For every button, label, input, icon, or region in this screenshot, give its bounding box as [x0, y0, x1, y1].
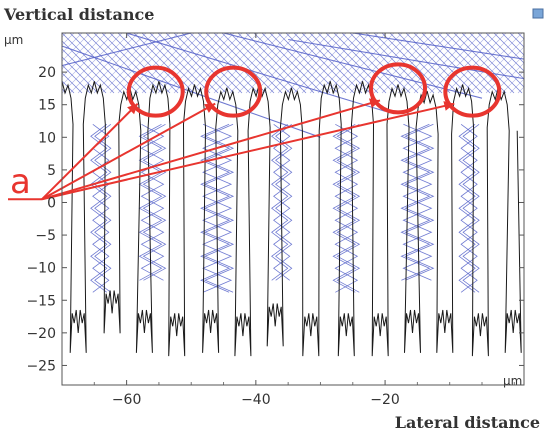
- y-axis-unit: µm: [4, 33, 23, 47]
- ray-line: [517, 86, 524, 94]
- x-tick-label: −40: [241, 392, 271, 408]
- x-axis-unit: µm: [503, 374, 522, 388]
- ray-line: [493, 33, 524, 64]
- y-tick-label: 20: [38, 65, 56, 81]
- peak-highlights: [126, 62, 502, 118]
- y-tick-label: 0: [47, 195, 56, 211]
- annotation-label: a: [10, 162, 31, 202]
- peak-highlight-circle: [126, 65, 185, 118]
- annotation-arrowhead: [127, 103, 138, 115]
- ray-zigzag: [202, 123, 233, 293]
- x-axis-ticks: −60 −40 −20: [61, 33, 515, 408]
- ray-line: [501, 33, 524, 56]
- x-axis-title: Lateral distance: [395, 413, 540, 432]
- annotation-arrow: [41, 102, 455, 201]
- annotation-arrow: [41, 102, 216, 201]
- ray-zigzag: [460, 123, 478, 293]
- ray-zigzag: [142, 123, 167, 281]
- ray-zigzag: [275, 123, 293, 281]
- peak-highlight-circle: [443, 65, 502, 118]
- x-tick-label: −60: [112, 392, 142, 408]
- ray-line: [501, 70, 524, 94]
- plot-frame: [61, 32, 525, 386]
- ray-line: [509, 33, 524, 48]
- ray-line: [493, 62, 524, 94]
- ray-traces: [0, 33, 550, 293]
- y-axis-title: Vertical distance: [3, 5, 154, 24]
- annotation-arrowhead: [443, 101, 455, 111]
- options-icon[interactable]: [532, 8, 544, 19]
- ray-zigzag: [204, 123, 235, 293]
- ray-zigzag: [271, 123, 289, 281]
- ray-line: [126, 33, 386, 112]
- ray-line: [542, 33, 550, 93]
- ray-line: [62, 33, 192, 67]
- y-tick-label: 10: [38, 130, 56, 146]
- ray-line: [534, 33, 550, 93]
- y-tick-label: −25: [26, 358, 56, 374]
- ray-line: [517, 33, 524, 40]
- y-axis-ticks: 20 15 10 5 0 −5 −10 −15 −20 −25: [26, 65, 524, 374]
- peak-highlight-circle: [369, 62, 427, 115]
- ray-line: [526, 33, 550, 93]
- ray-line: [526, 33, 550, 93]
- ray-line: [542, 33, 550, 93]
- ray-line: [0, 33, 2, 93]
- surface-profile-line: [62, 81, 522, 357]
- annotation-arrow: [41, 99, 381, 201]
- y-tick-label: −15: [26, 293, 56, 309]
- ray-zigzag: [458, 123, 476, 293]
- ray-line: [509, 78, 524, 94]
- ray-line: [534, 33, 550, 93]
- ray-line: [352, 33, 524, 60]
- ray-zigzag: [138, 123, 163, 281]
- ray-line: [223, 33, 483, 99]
- ray-zigzag: [92, 123, 110, 293]
- ray-zigzag: [404, 123, 435, 281]
- y-tick-label: −10: [26, 261, 56, 277]
- y-tick-label: 15: [38, 98, 56, 114]
- ray-zigzag: [140, 123, 165, 281]
- x-tick-label: −20: [370, 392, 400, 408]
- annotation-arrowhead: [204, 103, 216, 113]
- ray-zigzag: [200, 123, 231, 293]
- ray-zigzag: [90, 123, 108, 293]
- y-tick-label: 5: [47, 163, 56, 179]
- ray-zigzag: [334, 123, 359, 293]
- annotation-arrowhead: [369, 98, 380, 108]
- peak-highlight-circle: [204, 65, 263, 118]
- ray-zigzag: [332, 123, 357, 293]
- ray-line: [0, 33, 2, 93]
- y-tick-label: −5: [35, 228, 56, 244]
- annotation-arrows: [8, 98, 455, 201]
- annotation-arrow: [41, 102, 139, 200]
- y-tick-label: −20: [26, 326, 56, 342]
- ray-line: [477, 46, 524, 94]
- ray-line: [62, 45, 321, 138]
